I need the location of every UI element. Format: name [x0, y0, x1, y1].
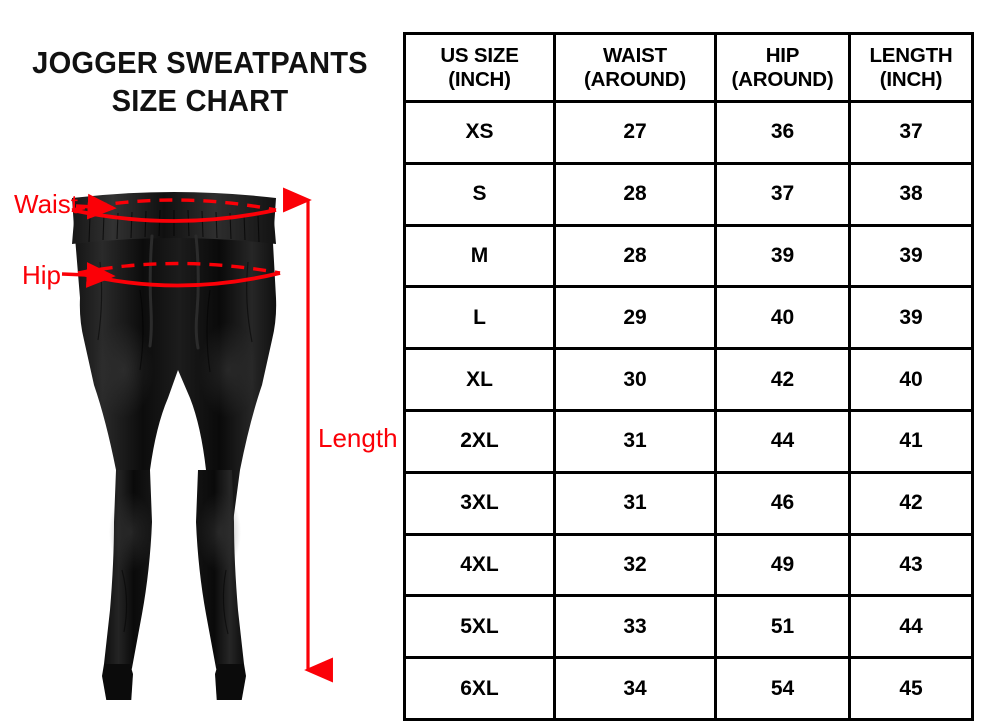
cell-length: 42: [848, 470, 974, 536]
table-row: M 28 39 39: [403, 223, 974, 289]
cell-size: 6XL: [403, 656, 556, 721]
cell-length: 43: [848, 532, 974, 598]
table-row: XL 30 42 40: [403, 347, 974, 412]
pants-body: [74, 225, 277, 530]
hip-ellipse-dashed: [77, 261, 281, 275]
cell-size: M: [403, 223, 556, 289]
table-row: 2XL 31 44 41: [403, 408, 974, 474]
cell-hip: 40: [714, 285, 851, 351]
hip-pointer-arrow: [61, 262, 116, 288]
cell-waist: 31: [553, 408, 717, 474]
cell-size: XS: [403, 100, 556, 165]
cell-size: XL: [403, 347, 556, 412]
waist-label: Waist: [14, 189, 79, 219]
table-header: US SIZE (INCH) WAIST (AROUND) HIP (AROUN…: [403, 32, 974, 103]
cell-waist: 27: [553, 100, 717, 165]
cell-size: S: [403, 161, 556, 227]
cell-waist: 29: [553, 285, 717, 351]
column-header-hip-line-1: HIP: [765, 43, 800, 67]
drawstring-left: [148, 234, 154, 348]
cell-hip: 44: [714, 408, 851, 474]
length-label: Length: [318, 423, 398, 453]
column-header-waist: WAIST (AROUND): [553, 32, 717, 103]
waist-pointer-arrow: [75, 193, 117, 220]
left-thigh-highlight: [94, 322, 154, 418]
hip-label: Hip: [22, 260, 62, 290]
cell-length: 45: [848, 656, 974, 721]
cell-hip: 42: [714, 347, 851, 412]
cell-length: 38: [848, 161, 974, 227]
right-ankle-cuff: [215, 664, 246, 700]
column-header-length: LENGTH (INCH): [848, 32, 974, 103]
column-header-waist-line-1: WAIST: [603, 43, 667, 67]
cell-length: 40: [848, 347, 974, 412]
cell-length: 39: [848, 223, 974, 289]
cell-hip: 46: [714, 470, 851, 536]
column-header-us-size-line-2: (INCH): [448, 67, 511, 91]
sweatpants-illustration: [72, 192, 277, 700]
table-row: 4XL 32 49 43: [403, 532, 974, 598]
size-chart-table: US SIZE (INCH) WAIST (AROUND) HIP (AROUN…: [403, 32, 974, 721]
cell-hip: 51: [714, 594, 851, 660]
table-row: S 28 37 38: [403, 161, 974, 227]
cell-size: 2XL: [403, 408, 556, 474]
table-row: L 29 40 39: [403, 285, 974, 351]
waist-ellipse-solid: [71, 208, 277, 223]
column-header-hip: HIP (AROUND): [714, 32, 851, 103]
column-header-us-size-line-1: US SIZE: [440, 43, 519, 67]
cell-size: 4XL: [403, 532, 556, 598]
cell-waist: 31: [553, 470, 717, 536]
column-header-us-size: US SIZE (INCH): [403, 32, 556, 103]
column-header-hip-line-2: (AROUND): [731, 67, 834, 91]
cell-waist: 32: [553, 532, 717, 598]
cell-waist: 28: [553, 161, 717, 227]
cell-waist: 34: [553, 656, 717, 721]
right-knee-highlight: [197, 492, 241, 572]
waistband-ribs: [88, 209, 260, 243]
cell-length: 41: [848, 408, 974, 474]
cell-waist: 33: [553, 594, 717, 660]
cell-size: 5XL: [403, 594, 556, 660]
cell-length: 44: [848, 594, 974, 660]
cell-waist: 30: [553, 347, 717, 412]
cell-size: 3XL: [403, 470, 556, 536]
cell-hip: 54: [714, 656, 851, 721]
table-row: 6XL 34 54 45: [403, 656, 974, 721]
cell-length: 39: [848, 285, 974, 351]
cell-hip: 37: [714, 161, 851, 227]
cell-waist: 28: [553, 223, 717, 289]
table-row: 3XL 31 46 42: [403, 470, 974, 536]
left-ankle-cuff: [102, 664, 133, 700]
page-title: JOGGER SWEATPANTS SIZE CHART: [12, 44, 388, 120]
table-row: XS 27 36 37: [403, 100, 974, 165]
jogger-sweatpants-diagram: Waist Hip Length: [0, 170, 400, 700]
table-row: 5XL 33 51 44: [403, 594, 974, 660]
page-title-line-2: SIZE CHART: [111, 83, 289, 118]
cell-size: L: [403, 285, 556, 351]
column-header-length-line-2: (INCH): [879, 67, 943, 91]
right-thigh-highlight: [198, 322, 258, 418]
page-title-line-1: JOGGER SWEATPANTS: [32, 45, 368, 80]
table-body: XS 27 36 37 S 28 37 38 M 28 39 39 L 29 4…: [403, 100, 974, 721]
column-header-waist-line-2: (AROUND): [583, 67, 687, 91]
cell-hip: 39: [714, 223, 851, 289]
diagram-panel: JOGGER SWEATPANTS SIZE CHART: [0, 0, 400, 705]
header-row: US SIZE (INCH) WAIST (AROUND) HIP (AROUN…: [403, 32, 974, 103]
cell-length: 37: [848, 100, 974, 165]
drawstring-right: [194, 234, 200, 350]
cell-hip: 49: [714, 532, 851, 598]
column-header-length-line-1: LENGTH: [869, 43, 953, 67]
left-knee-highlight: [109, 492, 153, 572]
cell-hip: 36: [714, 100, 851, 165]
measurement-annotations: [61, 187, 333, 683]
